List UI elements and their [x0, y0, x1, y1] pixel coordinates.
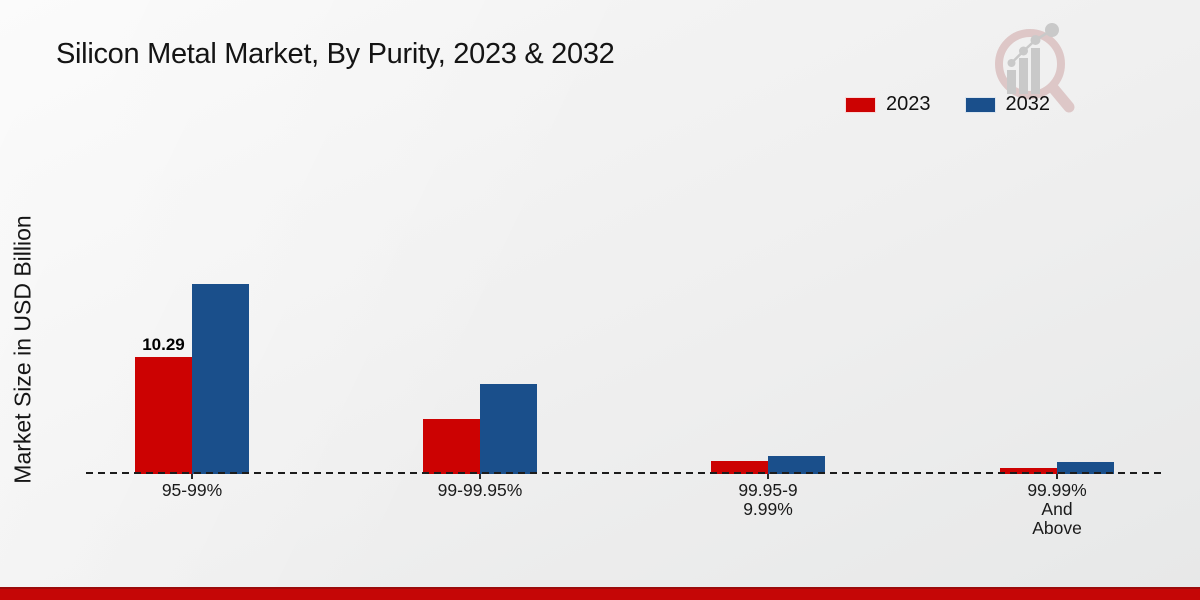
x-axis-label-line: And — [1041, 499, 1073, 519]
bar-2032-category-2 — [768, 455, 825, 474]
x-axis-label-line: Above — [1032, 518, 1082, 538]
logo-dot-2 — [1019, 46, 1028, 56]
logo-bar-medium — [1019, 58, 1028, 94]
x-axis-label-1: 99-99.95% — [390, 481, 570, 500]
logo-dot-1 — [1007, 59, 1016, 67]
x-axis-label-line: 95-99% — [161, 480, 223, 500]
x-axis-label-line: 99.95-9 — [738, 480, 798, 500]
x-axis-label-3: 99.99% And Above — [967, 481, 1147, 538]
logo-bar-small — [1007, 70, 1016, 94]
x-axis-label-line: 9.99% — [743, 499, 793, 519]
bar-2023-category-0 — [135, 357, 192, 474]
x-axis-label-2: 99.95-9 9.99% — [678, 481, 858, 519]
x-axis-label-line: 99.99% — [1027, 480, 1087, 500]
x-axis-tick-0 — [191, 474, 193, 479]
legend-item-2023: 2023 — [845, 93, 931, 116]
legend-swatch-2023 — [845, 96, 876, 113]
bar-2023-category-1 — [423, 419, 480, 474]
x-axis-line — [86, 472, 1166, 474]
bar-2032-category-3 — [1057, 462, 1114, 474]
x-axis-label-line: 99-99.95% — [437, 480, 523, 500]
logo-bar-large — [1031, 48, 1040, 94]
chart-title: Silicon Metal Market, By Purity, 2023 & … — [56, 38, 615, 70]
magnifier-handle — [1048, 83, 1075, 113]
logo-dot-4 — [1045, 23, 1059, 37]
footer-accent-bar — [0, 587, 1200, 600]
legend-label-2023: 2023 — [886, 93, 931, 115]
bar-value-label: 10.29 — [142, 335, 185, 354]
bar-2032-category-1 — [480, 384, 537, 474]
magnifier-chart-logo — [995, 23, 1075, 113]
legend-item-2032: 2032 — [964, 93, 1051, 116]
x-axis-tick-3 — [1056, 474, 1058, 479]
bar-2023-category-3 — [1000, 467, 1057, 474]
legend-label-2032: 2032 — [1005, 93, 1051, 115]
logo-dot-3 — [1030, 35, 1041, 45]
legend: 2023 2032 — [845, 93, 1050, 116]
legend-swatch-2032 — [964, 96, 996, 113]
bar-2032-category-0 — [192, 284, 249, 474]
x-axis-label-0: 95-99% — [102, 481, 282, 500]
x-axis-tick-1 — [479, 474, 481, 479]
logo-trend-line — [1010, 28, 1053, 64]
bar-2023-category-2 — [711, 460, 768, 474]
x-axis-tick-2 — [767, 474, 769, 479]
magnifier-ring — [995, 29, 1065, 99]
